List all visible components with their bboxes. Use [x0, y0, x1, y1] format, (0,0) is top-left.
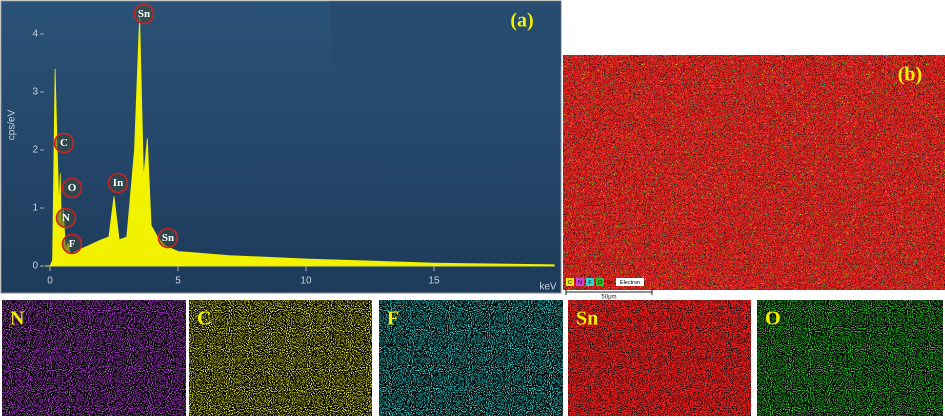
speckle-layer [2, 300, 186, 416]
legend-label: Sn [607, 280, 614, 286]
peak-marker [61, 233, 83, 255]
speckle-layer [379, 300, 563, 416]
x-tick-label: 10 [300, 276, 312, 287]
speckle-layer [757, 300, 943, 416]
peak-marker [53, 132, 75, 154]
y-tick-label: 2 [32, 145, 38, 156]
legend-swatch [566, 278, 574, 286]
peak-marker [107, 172, 129, 194]
element-label: F [387, 308, 399, 330]
speckle-layer [189, 300, 372, 416]
peak-label: F [69, 238, 76, 250]
speckle-layer [563, 55, 945, 290]
legend-swatch [576, 278, 584, 286]
y-tick-label: 3 [32, 87, 38, 98]
legend-swatch [596, 278, 604, 286]
scale-label: 50μm [601, 295, 616, 301]
element-label: O [765, 308, 781, 330]
peak-label: O [68, 182, 77, 194]
legend-label: Electron [620, 280, 640, 286]
legend-label: C [568, 280, 572, 286]
speckle-layer [568, 300, 751, 416]
legend-swatch [606, 278, 614, 286]
y-tick-label: 0 [32, 261, 38, 272]
x-tick-label: 0 [47, 276, 53, 287]
element-label: C [197, 308, 211, 330]
element-label: Sn [576, 308, 598, 330]
legend-label: O [598, 280, 603, 286]
x-axis-label: keV [539, 282, 557, 293]
element-label: N [10, 308, 25, 330]
panel-shade [330, 1, 561, 67]
panel-label: (a) [510, 10, 533, 32]
legend-label: F [588, 280, 592, 286]
spectrum-area [44, 16, 555, 267]
y-tick-label: 1 [32, 203, 38, 214]
x-tick-label: 15 [428, 276, 440, 287]
y-axis-label: cps/eV [7, 109, 18, 140]
x-tick-label: 5 [175, 276, 181, 287]
panel-label: (b) [898, 64, 922, 86]
peak-label: Sn [138, 8, 150, 20]
peak-label: C [60, 137, 68, 149]
peak-marker [55, 207, 77, 229]
legend-swatch [586, 278, 594, 286]
peak-marker [133, 3, 155, 25]
peak-label: N [62, 212, 70, 224]
y-tick-label: 4 [32, 29, 38, 40]
peak-marker [61, 177, 83, 199]
legend-label: N [578, 280, 582, 286]
legend-swatch [616, 278, 644, 286]
peak-marker [157, 227, 179, 249]
peak-label: Sn [162, 232, 174, 244]
peak-label: In [113, 177, 123, 189]
